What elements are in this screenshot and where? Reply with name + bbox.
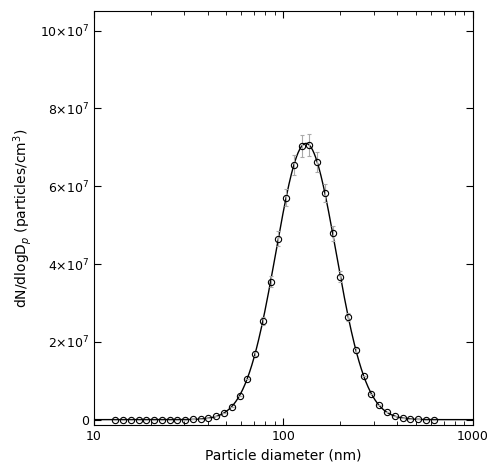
Y-axis label: dN/dlogD$_p$ (particles/cm$^3$): dN/dlogD$_p$ (particles/cm$^3$) [11, 128, 34, 308]
X-axis label: Particle diameter (nm): Particle diameter (nm) [205, 449, 362, 463]
